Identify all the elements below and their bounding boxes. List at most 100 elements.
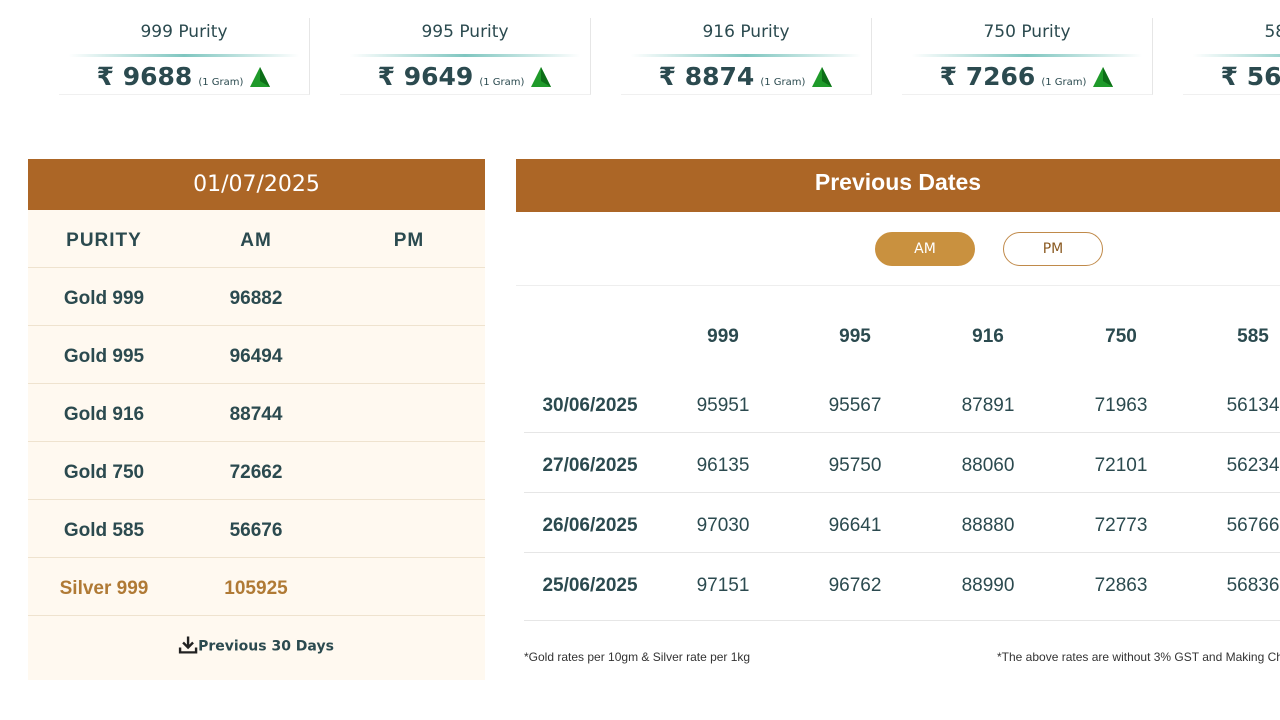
rate-card: 916 Purity ₹ 8874 (1 Gram) [621, 18, 872, 95]
card-title: 916 Purity [702, 22, 790, 42]
card-divider [631, 54, 861, 57]
date: 27/06/2025 [542, 455, 638, 476]
rate: 88990 [961, 575, 1015, 596]
currency: ₹ [658, 62, 676, 91]
purity: Gold 916 [63, 404, 145, 425]
arrow-icon [812, 67, 833, 87]
purity: Gold 995 [63, 346, 145, 367]
date-header: 01/07/2025 [28, 159, 485, 210]
rate: 87891 [961, 395, 1015, 416]
rate-card: 999 Purity ₹ 9688 (1 Gram) [59, 18, 310, 95]
up-arrow [811, 65, 833, 94]
rate: 96135 [696, 455, 750, 476]
price: 8874 [684, 62, 755, 91]
rate: 88880 [961, 515, 1015, 536]
rate: 72662 [229, 462, 283, 483]
row-line [28, 499, 485, 500]
row-line [524, 432, 1280, 433]
card-title: 750 Purity [983, 22, 1071, 42]
date: 26/06/2025 [542, 515, 638, 536]
row-line [28, 441, 485, 442]
rate: 96762 [828, 575, 882, 596]
rate: 56676 [229, 520, 283, 541]
price: 7266 [965, 62, 1036, 91]
rate: 97151 [696, 575, 750, 596]
card-title: 995 Purity [421, 22, 509, 42]
rate: 56134 [1226, 395, 1280, 416]
row-line [28, 383, 485, 384]
currency: ₹ [377, 62, 395, 91]
rate: 72101 [1094, 455, 1148, 476]
rate: 95750 [828, 455, 882, 476]
card-price-row: ₹ 8874 (1 Gram) [621, 62, 871, 94]
card-title: 999 Purity [140, 22, 228, 42]
footnote: *The above rates are without 3% GST and … [997, 650, 1280, 664]
purity: Gold 999 [63, 288, 145, 309]
card-price-row: ₹ 5667(1 Gram) [1183, 62, 1280, 94]
date: 25/06/2025 [542, 575, 638, 596]
up-arrow [249, 65, 271, 94]
rate: 72863 [1094, 575, 1148, 596]
card-divider [1193, 54, 1280, 57]
previous-title: Previous Dates Rate [728, 169, 982, 241]
card-divider [69, 54, 299, 57]
previous-30-days-button[interactable]: Previous 30 Days [178, 636, 334, 655]
rate-card: 750 Purity ₹ 7266 (1 Gram) [902, 18, 1153, 95]
column-header: 585 [1237, 326, 1269, 347]
arrow-icon [531, 67, 552, 87]
row-line [28, 267, 485, 268]
arrow-icon [1093, 67, 1114, 87]
row-line [28, 325, 485, 326]
download-icon [178, 636, 198, 654]
tab-am[interactable]: AM [875, 232, 975, 266]
card-divider [912, 54, 1142, 57]
rate: 56766 [1226, 515, 1280, 536]
card-price-row: ₹ 9688 (1 Gram) [59, 62, 309, 94]
unit: (1 Gram) [760, 77, 806, 88]
row-line [524, 620, 1280, 621]
separator [516, 285, 1280, 286]
unit: (1 Gram) [198, 77, 244, 88]
purity: Silver 999 [59, 578, 149, 599]
rate: 56234 [1226, 455, 1280, 476]
button-label: Previous 30 Days [198, 638, 334, 655]
up-arrow [1092, 65, 1114, 94]
rate: 96494 [229, 346, 283, 367]
rate: 96641 [828, 515, 882, 536]
column-header: PURITY [66, 230, 142, 251]
price: 9688 [122, 62, 193, 91]
card-divider [350, 54, 580, 57]
rate: 95567 [828, 395, 882, 416]
row-line [28, 557, 485, 558]
rate: 88744 [229, 404, 283, 425]
column-header: AM [240, 230, 272, 251]
purity: Gold 585 [63, 520, 145, 541]
card-title: 585 Purity [1264, 22, 1280, 42]
column-header: 999 [707, 326, 739, 347]
price: 5667 [1246, 62, 1280, 91]
previous-header: Previous Dates Rate [516, 159, 1280, 241]
today-panel: 01/07/2025 PURITY AM PM Gold 999 96882 Gold 9… [28, 159, 485, 680]
footnote: *Gold rates per 10gm & Silver rate per 1… [524, 650, 751, 664]
rate: 71963 [1094, 395, 1148, 416]
arrow-icon [250, 67, 271, 87]
row-line [28, 615, 485, 616]
rate: 97030 [696, 515, 750, 536]
rate: 72773 [1094, 515, 1148, 536]
row-line [524, 492, 1280, 493]
currency: ₹ [939, 62, 957, 91]
rate-card: 995 Purity ₹ 9649 (1 Gram) [340, 18, 591, 95]
purity: Gold 750 [63, 462, 145, 483]
column-header: 750 [1105, 326, 1137, 347]
tab-pm[interactable]: PM [1003, 232, 1103, 266]
rate: 88060 [961, 455, 1015, 476]
rate: 96882 [229, 288, 283, 309]
column-header: PM [393, 230, 425, 251]
unit: (1 Gram) [479, 77, 525, 88]
row-line [524, 552, 1280, 553]
column-header: 995 [839, 326, 871, 347]
column-header: 916 [972, 326, 1004, 347]
unit: (1 Gram) [1041, 77, 1087, 88]
date: 30/06/2025 [542, 395, 638, 416]
currency: ₹ [1220, 62, 1238, 91]
